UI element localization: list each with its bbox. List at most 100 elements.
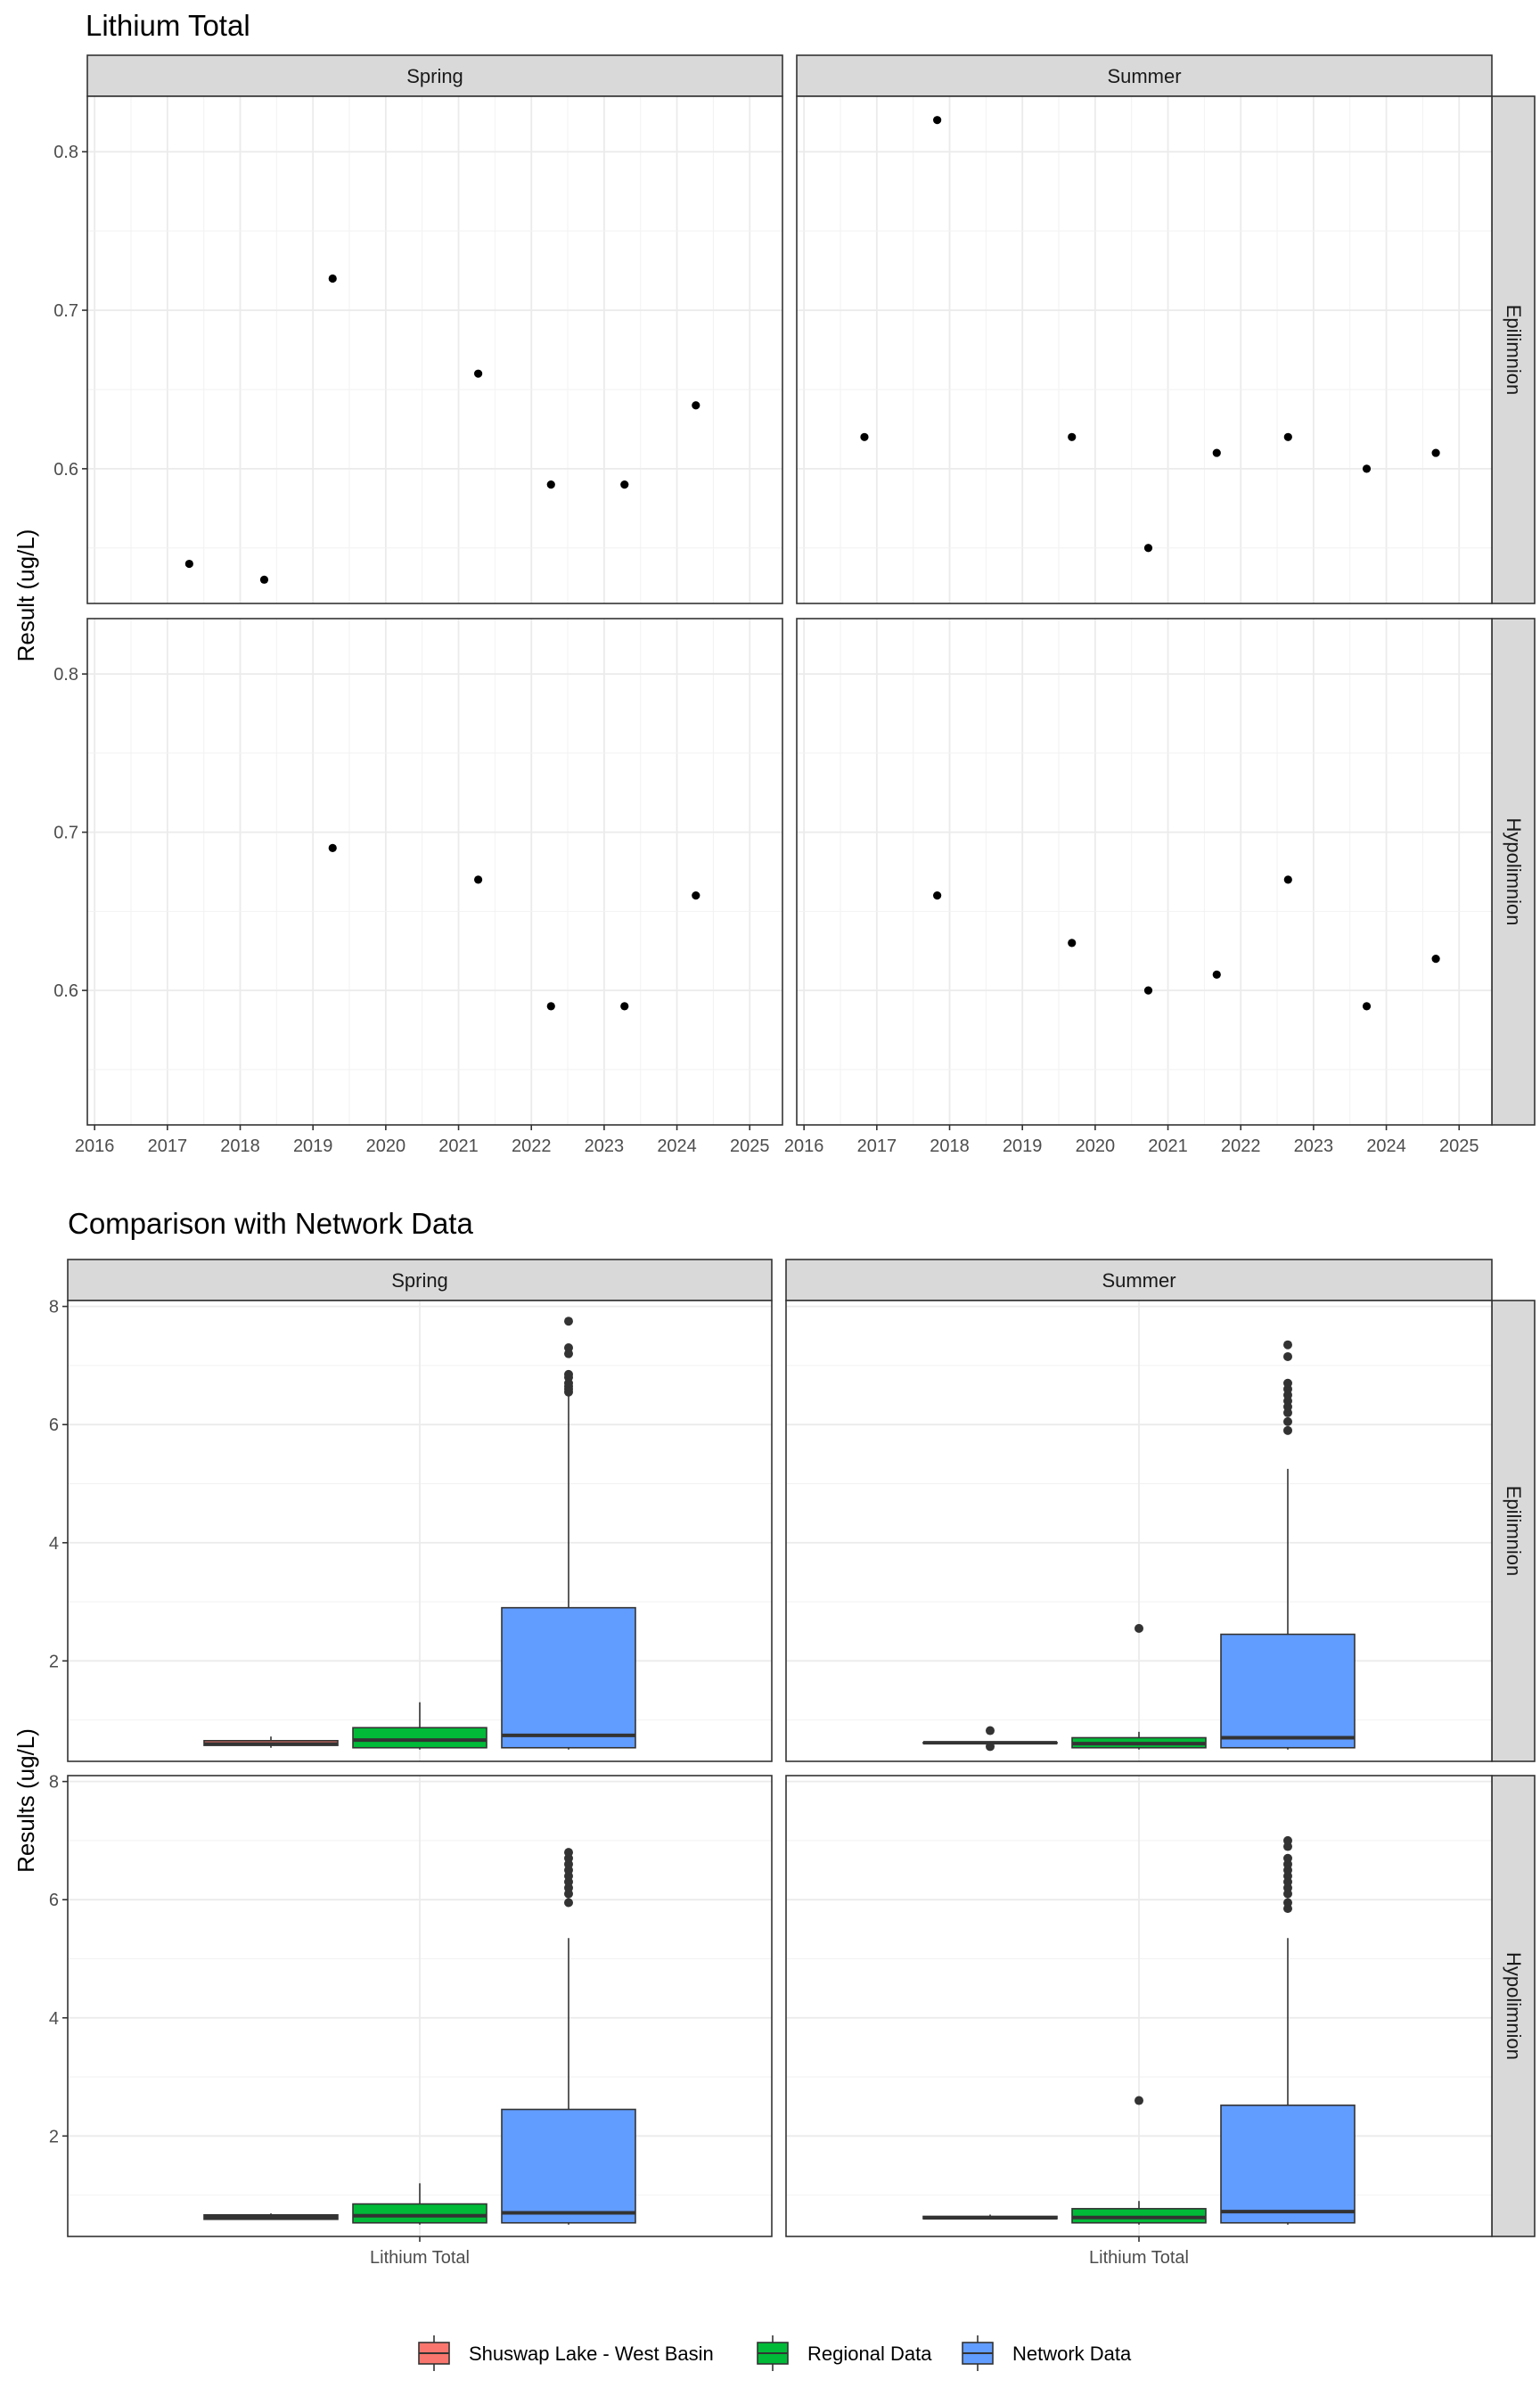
- strip-label-summer: Summer: [1102, 1269, 1175, 1292]
- strip-label-hypolimnion: Hypolimnion: [1503, 817, 1525, 925]
- panel-border: [86, 618, 783, 1126]
- x-tick-label: 2023: [1294, 1136, 1334, 1156]
- strip-hypolimnion: [1491, 1775, 1536, 2237]
- data-point: [1212, 970, 1221, 979]
- strip-label-hypolimnion: Hypolimnion: [1503, 1952, 1525, 2060]
- panel-summer-epilimnion: [796, 95, 1493, 604]
- y-tick-label: 6: [49, 1415, 59, 1435]
- x-tick-label: 2023: [585, 1136, 625, 1156]
- y-tick-label: 8: [49, 1298, 59, 1317]
- data-point: [1431, 955, 1440, 964]
- strip-label-epilimnion: Epilimnion: [1503, 1486, 1525, 1577]
- panel-border: [86, 95, 783, 604]
- panel-border: [67, 1300, 773, 1762]
- x-tick-label: Lithium Total: [1089, 2248, 1189, 2268]
- outlier-point: [564, 1848, 573, 1858]
- x-tick-label: 2020: [1076, 1136, 1116, 1156]
- data-point: [1362, 1002, 1372, 1011]
- panel-spring-hypolimnion: [86, 618, 783, 1126]
- strip-label-spring: Spring: [391, 1269, 448, 1292]
- data-point: [1143, 544, 1153, 553]
- panel-border: [796, 618, 1493, 1126]
- data-point: [1068, 939, 1077, 948]
- data-point: [933, 891, 942, 900]
- strip-summer: [785, 1259, 1493, 1301]
- panel-background: [87, 96, 782, 603]
- data-point: [1431, 448, 1440, 457]
- panel-border: [785, 1300, 1493, 1762]
- x-tick-label: 2024: [1366, 1136, 1406, 1156]
- panel-spring-hypolimnion: [67, 1775, 773, 2237]
- outlier-point: [564, 1369, 573, 1379]
- box-iqr: [352, 2203, 487, 2224]
- x-tick-label: 2016: [784, 1136, 824, 1156]
- panel-background: [797, 619, 1492, 1125]
- x-tick-label: 2020: [366, 1136, 406, 1156]
- box-regional-data: [352, 2183, 487, 2225]
- data-point: [620, 1002, 629, 1011]
- outlier-point: [1283, 1340, 1292, 1350]
- panel-background: [87, 619, 782, 1125]
- strip-label-spring: Spring: [406, 65, 463, 87]
- data-point: [184, 559, 193, 569]
- x-tick-label: 2017: [148, 1136, 188, 1156]
- y-tick-label: 4: [49, 2009, 59, 2029]
- strip-epilimnion: [1491, 1300, 1536, 1762]
- outlier-point: [1283, 1425, 1292, 1435]
- legend-label: Regional Data: [807, 2343, 932, 2365]
- box-shuswap-lake-west-basin: [922, 1726, 1058, 1752]
- data-point: [1362, 464, 1372, 473]
- data-point: [692, 401, 700, 410]
- panel-border: [796, 95, 1493, 604]
- strip-label-summer: Summer: [1107, 65, 1181, 87]
- data-point: [1143, 986, 1153, 995]
- strip-summer: [796, 54, 1493, 97]
- box-network-data: [501, 1848, 636, 2225]
- y-tick-label: 0.8: [53, 143, 78, 162]
- box-iqr: [1220, 2105, 1356, 2224]
- y-tick-label: 2: [49, 1652, 59, 1671]
- strip-label-epilimnion: Epilimnion: [1503, 305, 1525, 396]
- strip-spring: [86, 54, 783, 97]
- x-tick-label: Lithium Total: [370, 2248, 470, 2268]
- box-network-data: [1220, 1835, 1356, 2225]
- panel-summer-hypolimnion: [796, 618, 1493, 1126]
- outlier-point: [986, 1742, 995, 1752]
- x-tick-label: 2025: [730, 1136, 770, 1156]
- box-iqr: [1220, 1633, 1356, 1749]
- data-point: [328, 274, 337, 283]
- outlier-point: [1283, 1853, 1292, 1863]
- legend-item-regional-data: Regional Data: [757, 2335, 932, 2371]
- data-point: [328, 843, 337, 852]
- x-tick-label: 2016: [75, 1136, 115, 1156]
- x-tick-label: 2025: [1439, 1136, 1479, 1156]
- x-tick-label: 2019: [1003, 1136, 1043, 1156]
- box-regional-data: [1071, 1623, 1207, 1750]
- box-iqr: [352, 1727, 487, 1749]
- chart-1-title: Lithium Total: [86, 9, 250, 42]
- data-point: [933, 116, 942, 125]
- legend-label: Network Data: [1012, 2343, 1132, 2365]
- panel-background: [797, 96, 1492, 603]
- outlier-point: [1283, 1416, 1292, 1426]
- x-tick-label: 2021: [1148, 1136, 1188, 1156]
- y-tick-label: 0.8: [53, 665, 78, 685]
- data-point: [692, 891, 700, 900]
- x-tick-label: 2024: [657, 1136, 697, 1156]
- y-tick-label: 0.7: [53, 301, 78, 321]
- x-tick-label: 2019: [293, 1136, 333, 1156]
- box-network-data: [1220, 1340, 1356, 1750]
- y-tick-label: 0.6: [53, 981, 78, 1001]
- outlier-point: [564, 1898, 573, 1908]
- outlier-point: [1283, 1898, 1292, 1908]
- data-point: [259, 575, 269, 584]
- data-point: [546, 1002, 555, 1011]
- x-tick-label: 2018: [930, 1136, 970, 1156]
- outlier-point: [986, 1726, 995, 1735]
- box-iqr: [501, 1606, 636, 1749]
- panel-summer-hypolimnion: [785, 1775, 1493, 2237]
- outlier-point: [1283, 1835, 1292, 1845]
- y-tick-label: 2: [49, 2127, 59, 2146]
- strip-hypolimnion: [1491, 618, 1536, 1126]
